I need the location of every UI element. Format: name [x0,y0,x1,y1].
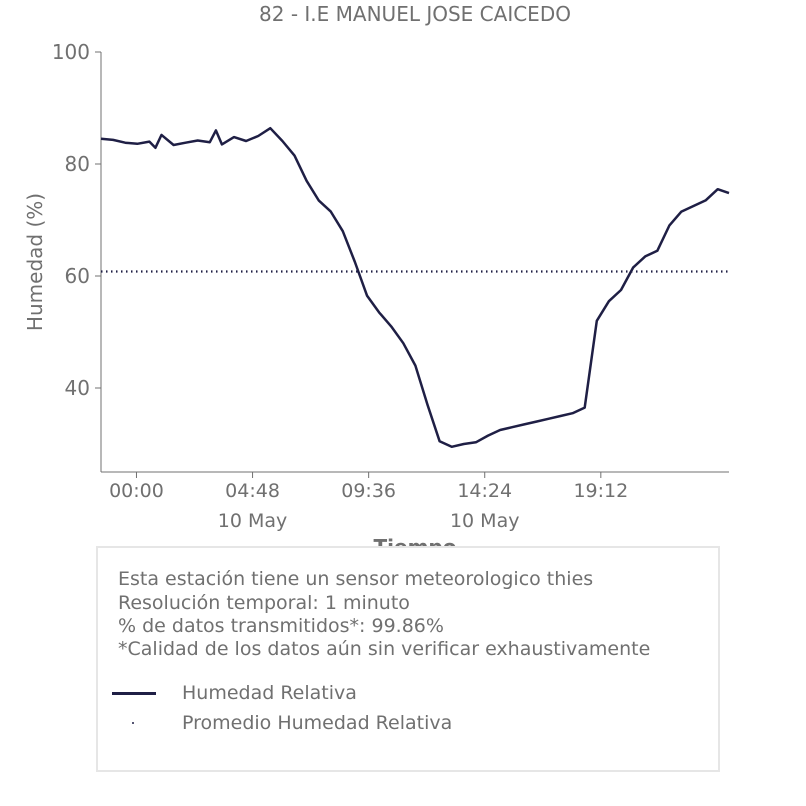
y-axis-label: Humedad (%) [23,193,47,331]
info-sensor-text: Esta estación tiene un sensor meteorolog… [118,568,594,590]
dotted-line-icon [110,711,156,735]
info-quality-note: *Calidad de los datos aún sin verificar … [118,638,651,660]
x-tick-date-label: 10 May [218,510,288,532]
x-ticks: 00:00 04:48 10 May 09:36 14:24 10 May 19:12 [109,472,628,532]
legend-item-humidity: Humedad Relativa [110,681,357,705]
y-tick-label: 100 [52,40,90,64]
info-transmitted-text: % de datos transmitidos*: 99.86% [118,615,444,637]
chart-title: 82 - I.E MANUEL JOSE CAICEDO [259,2,571,26]
solid-line-icon [110,681,156,705]
series-layer [100,126,730,449]
x-tick-date-label: 10 May [450,510,520,532]
y-tick-label: 40 [65,376,90,400]
humidity-line [100,126,730,449]
x-tick-label: 14:24 [457,480,512,502]
y-tick-label: 60 [65,264,90,288]
x-tick-label: 09:36 [341,480,396,502]
legend-label-mean: Promedio Humedad Relativa [182,712,453,734]
info-resolution-text: Resolución temporal: 1 minuto [118,592,410,614]
info-legend-box: Esta estación tiene un sensor meteorolog… [96,546,720,772]
y-ticks: 40 60 80 100 [52,40,101,400]
legend-item-mean: Promedio Humedad Relativa [110,711,452,735]
x-tick-label: 00:00 [109,480,164,502]
x-tick-label: 19:12 [573,480,628,502]
legend-label-humidity: Humedad Relativa [182,682,357,704]
y-tick-label: 80 [65,152,90,176]
x-tick-label: 04:48 [225,480,280,502]
